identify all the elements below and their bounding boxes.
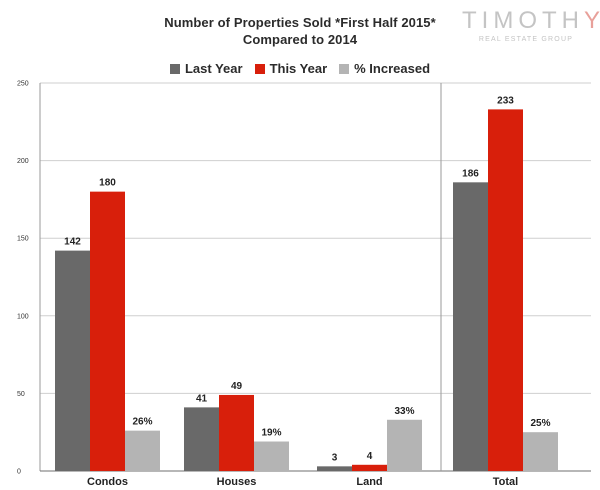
legend-swatch-pct-increased [339,63,350,74]
bar-land-this-year [352,464,387,471]
bar-houses-this-year [219,394,254,471]
value-label-condos-last-year: 142 [64,237,81,248]
value-label-condos-this-year: 180 [99,178,116,189]
bar-total-this-year [488,109,523,471]
value-label-total-last-year: 186 [462,168,479,179]
legend-swatch-last-year [169,63,180,74]
bar-land-last-year [317,466,352,471]
value-label-land-increased: 33% [394,406,414,417]
bar-condos-last-year [55,250,90,471]
legend-item-last-year: Last Year [169,61,243,76]
y-tick-label-250: 250 [17,81,29,88]
bar-land-increased [387,419,422,471]
legend-item-pct-increased: % Increased [339,61,430,76]
value-label-land-last-year: 3 [332,452,338,463]
value-label-houses-increased: 19% [261,428,281,439]
value-label-total-this-year: 233 [497,95,514,106]
bar-houses-increased [254,441,289,471]
y-tick-label-100: 100 [17,313,29,320]
y-tick-label-0: 0 [17,469,21,476]
chart-title-line-1: Number of Properties Sold *First Half 20… [164,15,436,30]
legend-swatch-this-year [254,63,265,74]
category-label-total: Total [493,476,518,488]
bar-total-increased [523,432,558,471]
chart-title-line-2: Compared to 2014 [242,32,358,47]
legend-label-this-year: This Year [269,61,328,76]
y-tick-label-150: 150 [17,236,29,243]
legend-label-last-year: Last Year [184,61,243,76]
chart-legend: Last Year This Year % Increased [0,61,600,76]
company-logo: TIMOTHY REAL ESTATE GROUP [462,7,600,44]
logo-wordmark: TIMOTHY [462,7,600,34]
value-label-houses-this-year: 49 [231,381,243,392]
bar-houses-last-year [184,407,219,471]
bar-total-last-year [453,182,488,471]
bar-condos-increased [125,430,160,471]
y-tick-label-50: 50 [17,391,25,398]
logo-subtitle: REAL ESTATE GROUP [478,36,574,43]
value-label-houses-last-year: 41 [196,393,208,404]
category-label-land: Land [356,476,382,488]
y-tick-label-200: 200 [17,158,29,165]
legend-item-this-year: This Year [254,61,328,76]
value-label-land-this-year: 4 [367,451,373,462]
value-label-total-increased: 25% [530,418,550,429]
category-label-condos: Condos [87,476,128,488]
value-label-condos-increased: 26% [132,417,152,428]
category-label-houses: Houses [217,476,257,488]
bar-condos-this-year [90,191,125,471]
legend-label-pct-increased: % Increased [354,61,431,76]
